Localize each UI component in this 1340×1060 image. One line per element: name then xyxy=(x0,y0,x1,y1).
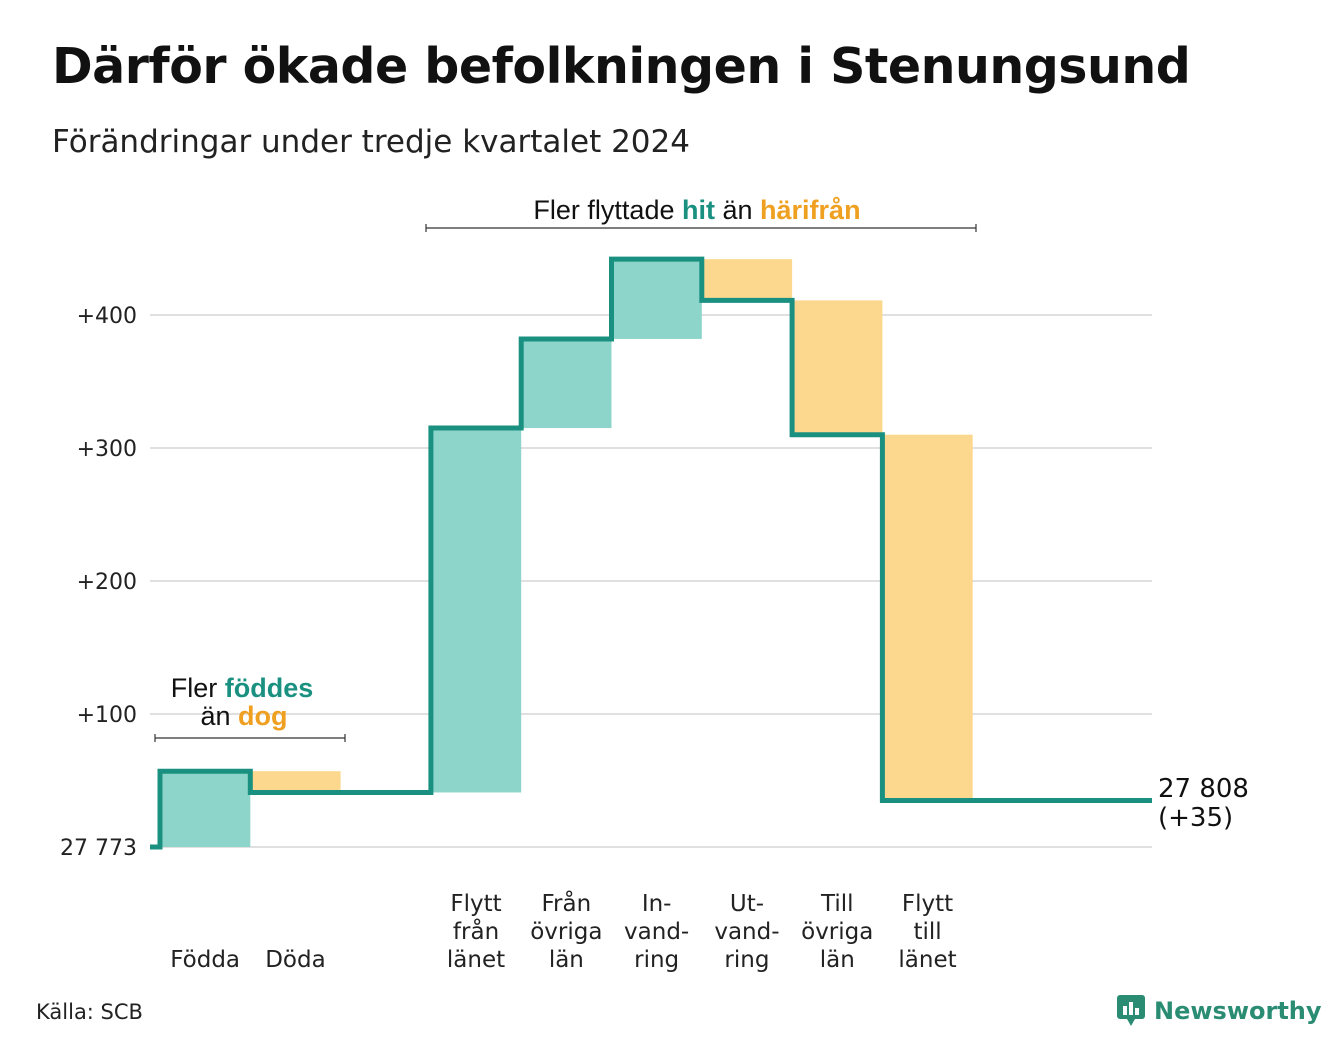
category-label: övriga xyxy=(801,919,873,945)
category-label: vand- xyxy=(624,919,689,945)
bar xyxy=(701,259,793,301)
category-label: Födda xyxy=(170,947,240,973)
annotation-moves: Fler flyttade hit än härifrån xyxy=(425,195,977,232)
annotation-births: Fler föddes än dog xyxy=(154,673,346,742)
annotation-births-bracket xyxy=(154,734,346,742)
gridlines xyxy=(150,314,1152,848)
category-label: Från xyxy=(542,889,592,917)
category-label: In- xyxy=(642,891,672,917)
chart-title: Därför ökade befolkningen i Stenungsund xyxy=(52,38,1191,95)
newsworthy-brand[interactable]: Newsworthy xyxy=(1116,994,1322,1028)
category-label: till xyxy=(913,919,941,945)
bar xyxy=(521,338,612,429)
bar xyxy=(792,300,883,435)
category-label: länet xyxy=(447,947,505,973)
bar xyxy=(430,428,522,793)
y-tick-label: +400 xyxy=(77,304,137,329)
chart-subtitle: Förändringar under tredje kvartalet 2024 xyxy=(52,124,690,160)
end-change-label: (+35) xyxy=(1158,803,1233,833)
newsworthy-logo-icon xyxy=(1117,995,1145,1026)
annotation-moves-text: Fler flyttade hit än härifrån xyxy=(533,195,860,225)
category-label: ring xyxy=(634,947,679,973)
bar xyxy=(611,259,702,339)
category-label: Till xyxy=(820,891,854,917)
category-label: vand- xyxy=(714,919,779,945)
y-axis-tick-labels: 27 773 +100 +200 +300 +400 xyxy=(60,304,137,861)
end-value-label: 27 808 xyxy=(1158,774,1249,804)
category-label: län xyxy=(820,947,855,973)
annotation-moves-bracket xyxy=(425,224,977,232)
cumulative-step-line xyxy=(150,256,1152,850)
category-label: Döda xyxy=(265,947,325,973)
category-label: Ut- xyxy=(730,891,764,917)
category-label: Flytt xyxy=(902,891,953,917)
bar xyxy=(160,771,251,847)
category-label: länet xyxy=(898,947,956,973)
y-tick-label: +300 xyxy=(77,437,137,462)
source-note: Källa: SCB xyxy=(36,1000,143,1024)
y-tick-label: +200 xyxy=(77,570,137,595)
bars xyxy=(160,259,973,847)
category-labels: Födda DödaFlyttfrånlänetFrånövrigalänIn-v… xyxy=(170,889,956,973)
brand-name: Newsworthy xyxy=(1154,997,1322,1025)
category-label: från xyxy=(453,917,499,945)
category-label: ring xyxy=(724,947,769,973)
bar xyxy=(250,771,341,793)
y-tick-label: 27 773 xyxy=(60,836,137,861)
category-label: övriga xyxy=(530,919,602,945)
category-label: Flytt xyxy=(450,891,501,917)
annotation-births-line2: än dog xyxy=(200,701,287,731)
bar xyxy=(882,434,973,801)
annotation-births-line1: Fler föddes xyxy=(171,673,314,703)
category-label: län xyxy=(549,947,584,973)
y-tick-label: +100 xyxy=(77,703,137,728)
